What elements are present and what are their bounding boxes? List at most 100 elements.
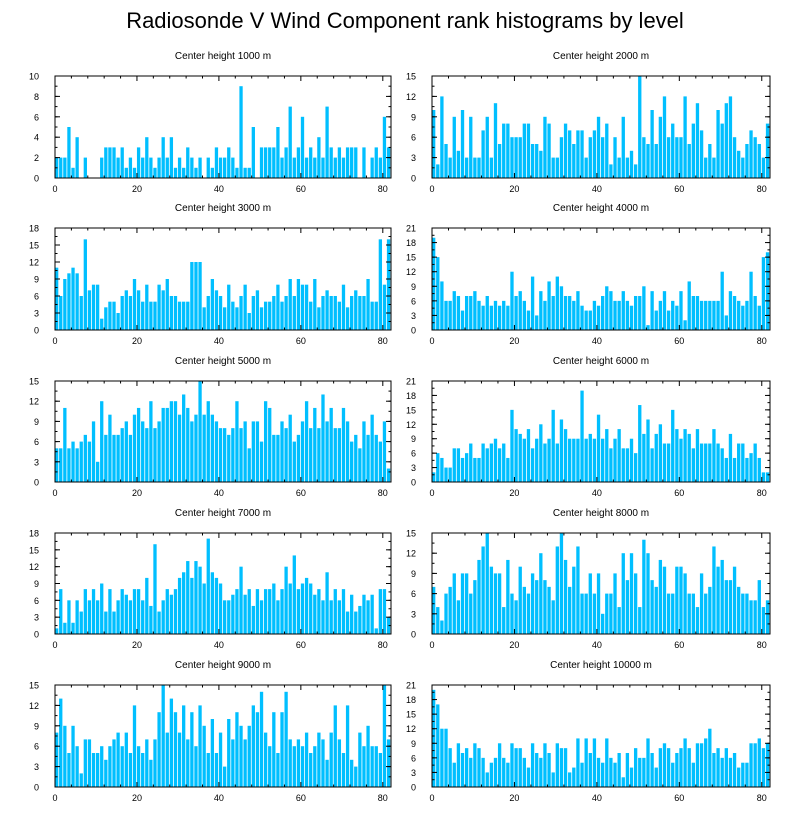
histogram-bar (712, 753, 716, 787)
histogram-bar (477, 157, 481, 178)
histogram-bar (329, 296, 333, 330)
y-tick-label: 0 (34, 783, 39, 793)
y-tick-label: 9 (411, 739, 416, 749)
histogram-bar (675, 137, 679, 178)
histogram-bar (613, 137, 617, 178)
histogram-bar (563, 559, 568, 634)
histogram-bar (601, 137, 605, 178)
y-tick-label: 0 (411, 174, 416, 184)
histogram-bar (337, 147, 342, 178)
histogram-bar (145, 284, 149, 330)
histogram-bar (551, 409, 555, 482)
histogram-bar (633, 573, 638, 634)
histogram-bar (132, 589, 137, 634)
histogram-bar (149, 401, 153, 482)
histogram-bar (456, 600, 461, 634)
histogram-bar (489, 157, 494, 178)
histogram-bar (695, 429, 700, 482)
histogram-bar (263, 589, 268, 634)
histogram-bar (333, 428, 337, 482)
histogram-bar (190, 421, 194, 482)
histogram-bar (473, 157, 477, 178)
histogram-bar (588, 310, 592, 330)
histogram-bar (153, 167, 157, 178)
histogram-bar (699, 573, 704, 634)
x-tick-label: 0 (52, 793, 57, 803)
histogram-bar (543, 443, 547, 482)
histogram-bar (95, 600, 100, 634)
histogram-bar (535, 438, 539, 482)
histogram-bar (75, 448, 79, 482)
histogram-bar (638, 757, 642, 787)
histogram-bar (161, 137, 165, 178)
histogram-bar (108, 414, 112, 482)
histogram-bar (646, 419, 650, 482)
histogram-bar (235, 589, 239, 634)
histogram-bar (617, 429, 621, 482)
histogram-bar (601, 296, 605, 330)
histogram-bar (165, 589, 169, 634)
histogram-bar (300, 746, 305, 787)
histogram-bar (75, 600, 79, 634)
histogram-bar (370, 301, 374, 330)
histogram-bar (235, 307, 239, 330)
histogram-bar (329, 407, 333, 482)
y-tick-label: 15 (406, 253, 416, 263)
histogram-bar (362, 147, 366, 178)
x-tick-label: 40 (214, 184, 224, 194)
histogram-bar (169, 698, 174, 787)
histogram-panel: Center height 4000 m 0 3 6 9 12 15 18 21 0 20 40 60 8… (406, 203, 771, 346)
histogram-bar (259, 600, 264, 634)
histogram-bar (263, 401, 268, 482)
histogram-bar (485, 448, 489, 482)
histogram-bar (753, 296, 757, 330)
histogram-bar (153, 301, 157, 330)
histogram-panel: Center height 1000 m 0 2 4 6 8 10 0 20 40 60 80 (29, 51, 392, 194)
histogram-bar (206, 753, 210, 787)
histogram-bar (247, 448, 251, 482)
histogram-bar (432, 586, 436, 634)
histogram-bar (309, 583, 313, 634)
histogram-bar (313, 279, 317, 330)
histogram-bar (132, 167, 137, 178)
histogram-bar (136, 407, 141, 482)
histogram-bar (239, 566, 243, 634)
histogram-bar (708, 728, 712, 787)
histogram-bar (671, 593, 675, 634)
histogram-bar (535, 753, 539, 787)
histogram-bar (218, 583, 223, 634)
histogram-bar (456, 150, 461, 178)
histogram-bar (223, 307, 227, 330)
x-tick-label: 20 (509, 184, 519, 194)
histogram-bar (292, 296, 296, 330)
histogram-bar (95, 284, 100, 330)
histogram-bar (100, 157, 104, 178)
x-tick-label: 40 (592, 336, 602, 346)
histogram-bar (321, 600, 325, 634)
histogram-bar (691, 448, 695, 482)
histogram-bar (386, 147, 391, 178)
histogram-bar (456, 448, 461, 482)
histogram-bar (83, 239, 87, 330)
histogram-bar (149, 301, 153, 330)
histogram-bar (71, 441, 75, 482)
histogram-bar (329, 732, 333, 787)
histogram-bar (169, 296, 174, 330)
histogram-bar (563, 296, 568, 330)
y-tick-label: 15 (29, 241, 39, 251)
histogram-bar (382, 685, 387, 787)
histogram-bar (104, 434, 108, 482)
histogram-bar (350, 441, 354, 482)
panel-title: Center height 10000 m (550, 660, 652, 671)
histogram-bar (712, 546, 716, 634)
y-tick-label: 15 (29, 377, 39, 387)
histogram-bar (485, 116, 489, 178)
y-tick-label: 9 (411, 569, 416, 579)
histogram-bar (621, 291, 625, 330)
y-tick-label: 3 (411, 311, 416, 321)
panel-title: Center height 8000 m (553, 508, 649, 519)
histogram-bar (374, 628, 378, 634)
histogram-bar (190, 712, 194, 787)
histogram-bar (765, 123, 770, 178)
